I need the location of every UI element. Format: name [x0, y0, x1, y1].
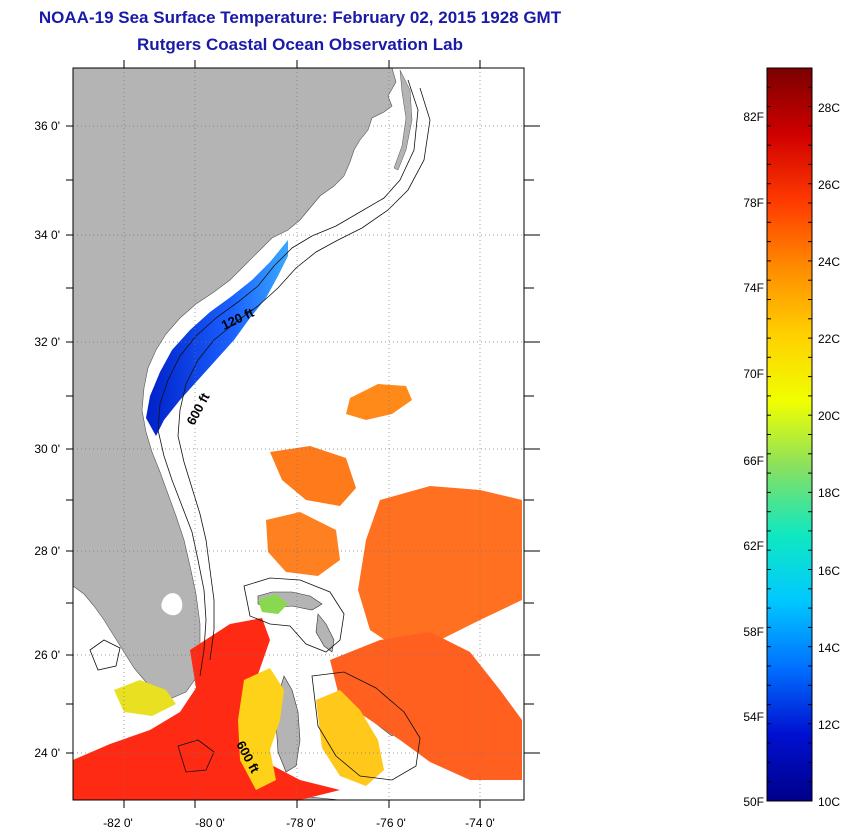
colorbar-c-label: 22C [818, 332, 840, 346]
lon-label: -76 0' [376, 816, 406, 830]
colorbar-c-label: 26C [818, 178, 840, 192]
colorbar-f-labels: 82F 78F 74F 70F 66F 62F 58F 54F 50F [743, 110, 764, 809]
colorbar-c-label: 12C [818, 718, 840, 732]
sst-gb-green [258, 594, 288, 614]
colorbar-f-label: 50F [743, 795, 764, 809]
colorbar-f-label: 82F [743, 110, 764, 124]
colorbar-f-label: 78F [743, 196, 764, 210]
colorbar-c-label: 24C [818, 255, 840, 269]
lon-label: -80 0' [195, 816, 225, 830]
sst-keys-yellow [114, 680, 176, 716]
colorbar [766, 67, 813, 802]
sst-gulfstream-north [346, 384, 412, 420]
land-outer-banks [393, 69, 413, 171]
colorbar-c-label: 10C [818, 795, 840, 809]
colorbar-f-label: 54F [743, 710, 764, 724]
colorbar-c-labels: 28C 26C 24C 22C 20C 18C 16C 14C 12C 10C [818, 101, 840, 809]
lat-label: 30 0' [34, 442, 60, 456]
lon-label: -74 0' [465, 816, 495, 830]
lon-label: -78 0' [286, 816, 316, 830]
lat-label: 34 0' [34, 228, 60, 242]
lon-labels: -82 0' -80 0' -78 0' -76 0' -74 0' [103, 816, 495, 830]
sst-patch-east2 [330, 632, 522, 780]
sst-patch-central [270, 446, 356, 506]
colorbar-f-label: 66F [743, 454, 764, 468]
lat-labels: 36 0' 34 0' 32 0' 30 0' 28 0' 26 0' 24 0… [34, 119, 60, 760]
colorbar-f-label: 74F [743, 281, 764, 295]
sst-patch-east [358, 486, 522, 650]
map-title: NOAA-19 Sea Surface Temperature: Februar… [38, 8, 562, 27]
lat-label: 28 0' [34, 544, 60, 558]
colorbar-c-label: 16C [818, 564, 840, 578]
lat-label: 26 0' [34, 648, 60, 662]
lat-label: 36 0' [34, 119, 60, 133]
colorbar-f-label: 70F [743, 367, 764, 381]
lat-label: 24 0' [34, 746, 60, 760]
land-abaco [315, 613, 335, 653]
sst-bank-yellow2 [316, 690, 384, 786]
colorbar-ticks [767, 86, 812, 783]
map-subtitle: Rutgers Coastal Ocean Observation Lab [137, 35, 463, 54]
lat-label: 32 0' [34, 335, 60, 349]
map-ticks [66, 60, 540, 808]
colorbar-f-label: 58F [743, 625, 764, 639]
lake-okeechobee [161, 593, 183, 616]
bathymetry-contours [89, 79, 431, 781]
sst-patch-mid [266, 512, 340, 576]
colorbar-c-label: 14C [818, 641, 840, 655]
colorbar-c-label: 28C [818, 101, 840, 115]
sst-bank-yellow [238, 668, 284, 790]
colorbar-c-label: 18C [818, 486, 840, 500]
sst-straits-warm [73, 618, 340, 800]
lon-label: -82 0' [103, 816, 133, 830]
colorbar-f-label: 62F [743, 539, 764, 553]
map-frame [72, 67, 525, 801]
colorbar-c-label: 20C [818, 409, 840, 423]
